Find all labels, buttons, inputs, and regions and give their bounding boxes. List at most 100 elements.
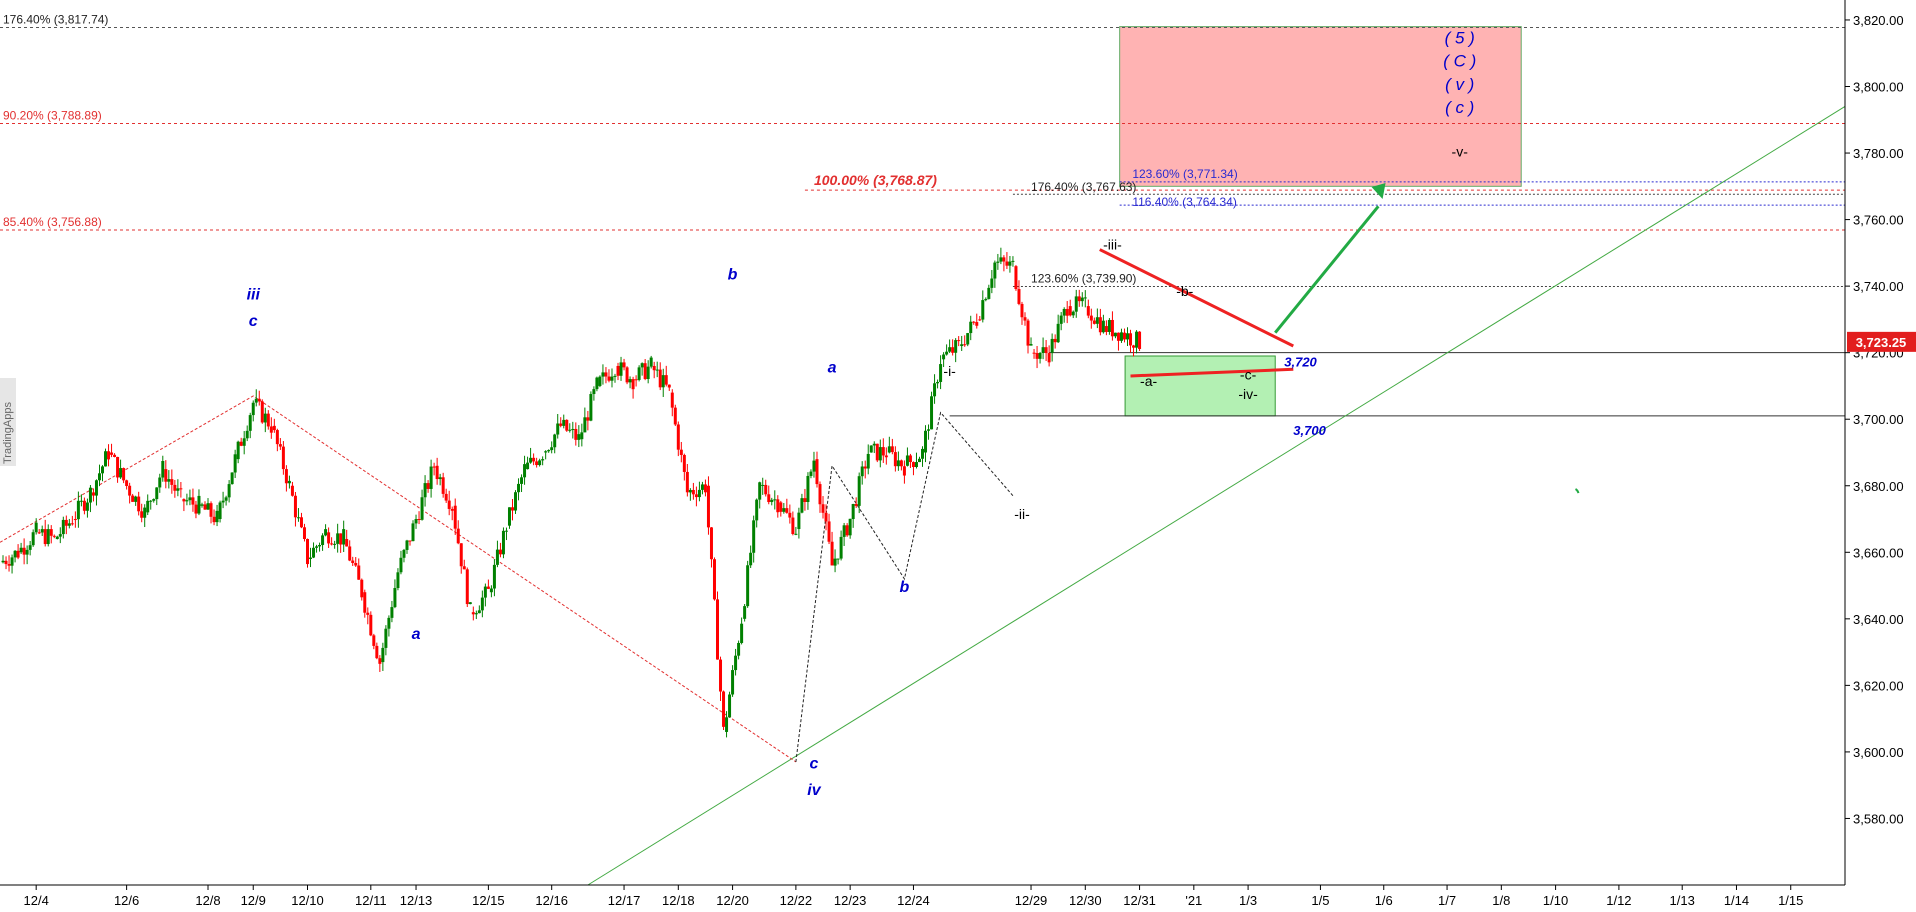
candle [839,536,843,559]
candle [1104,326,1108,332]
candle [140,511,144,518]
candle [116,456,120,478]
candle [622,362,626,368]
candle [1008,261,1012,266]
candle [251,402,255,416]
x-tick-label: 12/17 [608,893,641,908]
candle [927,429,931,431]
candle [761,484,765,486]
wave-label: a [828,360,837,377]
candle [833,558,837,566]
candle [755,499,759,521]
candle [1132,345,1136,348]
x-axis: 12/4 12/6 12/8 12/9 12/10 12/11 12/13 12/15 12/1… [0,884,1845,908]
candle [770,499,774,503]
candle [719,659,723,692]
candle [110,452,114,455]
y-axis: 3,580.00 3,600.00 3,620.00 3,640.00 3,660.00… [1844,0,1916,885]
candle [396,572,400,589]
candle [465,569,469,605]
wave-label: -b- [1176,283,1193,299]
candle [981,300,985,320]
candle [318,545,322,547]
candle [1032,352,1036,354]
candle [49,529,53,536]
candle [731,670,735,695]
candle [848,518,852,536]
candle [881,447,885,456]
candle [619,362,623,376]
wave-label: -iii- [1103,237,1122,253]
candle [104,451,108,467]
candle [296,517,300,519]
candle [369,614,373,636]
candle [673,407,677,425]
candle [598,376,602,386]
candle [55,536,59,539]
candle [749,552,753,566]
candle [773,499,777,501]
x-tick-label: 1/12 [1606,893,1631,908]
candle [646,366,650,380]
candle [694,494,698,498]
candle [860,466,864,477]
candle [785,508,789,513]
candle [679,449,683,455]
candle [896,460,900,467]
candle [758,482,762,500]
candle [854,504,858,506]
candle [266,413,270,427]
candle [890,446,894,453]
candle [586,417,590,421]
candle [999,257,1003,262]
candle [583,417,587,433]
candle [324,529,328,536]
candle [1089,315,1093,321]
candle [1126,333,1129,340]
candle [1071,311,1075,316]
candle [408,540,412,542]
candle [357,565,361,580]
candle [405,540,409,550]
candle [489,588,493,593]
candle [580,432,584,440]
candle [254,398,258,403]
triangle-upper-line [1099,248,1294,348]
candle [498,549,502,555]
candle [526,462,530,470]
candle [1107,319,1111,332]
candle [348,546,352,561]
wave-label: -c- [1240,366,1257,382]
candle [492,564,496,589]
candle [293,495,297,518]
target-wave-label: ( v ) [1445,75,1474,94]
candle [664,375,668,385]
candle [321,535,325,546]
candle [752,520,756,553]
candle [471,612,475,615]
candle [547,450,551,452]
candle [963,344,967,346]
candle [438,477,442,480]
candle [1077,296,1081,302]
candle [501,530,505,555]
candle [996,261,1000,263]
candle [299,517,303,528]
candle [743,606,747,619]
y-tick-label: 3,780.00 [1853,146,1904,161]
candle [1053,338,1057,343]
candle [40,529,44,533]
candle [836,558,840,560]
candle [613,375,617,377]
candle [637,367,641,380]
candle [101,466,104,474]
candle [212,516,216,523]
candle [969,321,973,334]
candle [661,375,665,388]
candle [182,499,186,502]
x-tick-label: 12/9 [241,893,266,908]
candle [278,444,282,447]
x-tick-label: 12/4 [24,893,49,908]
candle [197,495,201,514]
current-price-badge [1847,331,1916,352]
